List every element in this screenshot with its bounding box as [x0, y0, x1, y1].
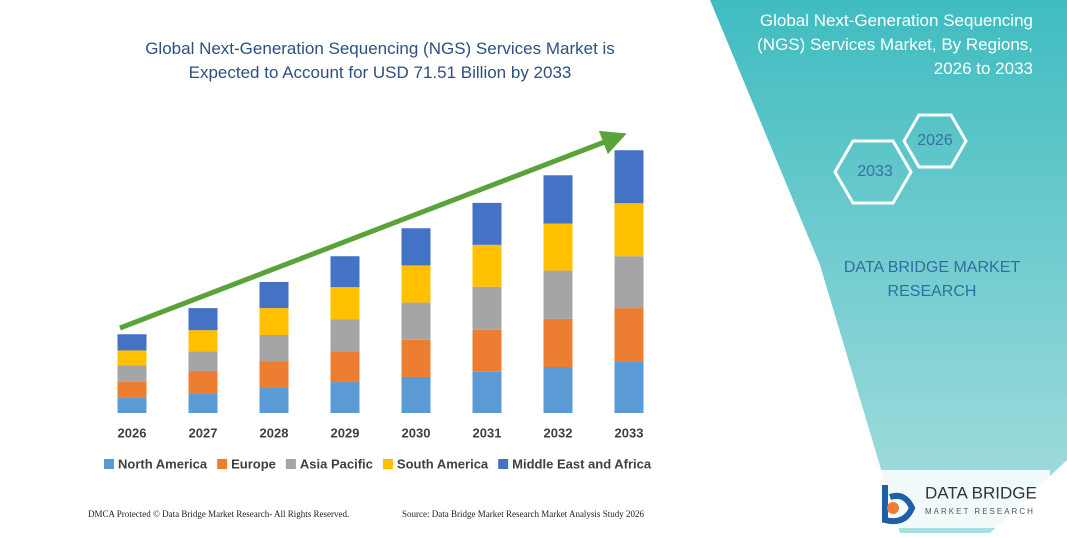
bar-segment: [117, 397, 147, 413]
bar-segment: [117, 365, 147, 382]
bar-segment: [117, 350, 147, 366]
bar-segment: [330, 287, 360, 320]
bar-segment: [188, 371, 218, 394]
bar-segment: [188, 351, 218, 372]
bar-segment: [188, 330, 218, 352]
hex-label: 2026: [917, 132, 953, 149]
bar-segment: [543, 223, 573, 271]
x-tick-label: 2032: [544, 425, 573, 440]
x-tick-label: 2031: [473, 425, 502, 440]
bar-segment: [543, 367, 573, 413]
bar-segment: [614, 361, 644, 413]
bar-segment: [401, 302, 431, 340]
legend-swatch: [104, 459, 114, 469]
hexagon: [902, 113, 968, 169]
x-tick-label: 2028: [260, 425, 289, 440]
logo-icon: [887, 502, 899, 514]
bar-segment: [472, 371, 502, 413]
logo-tagline: MARKET RESEARCH: [925, 507, 1035, 516]
bar-segment: [259, 387, 289, 413]
bar-segment: [259, 308, 289, 335]
hex-label: 2033: [857, 163, 893, 180]
bar-segment: [614, 203, 644, 257]
legend-swatch: [285, 459, 296, 469]
legend-label: Middle East and Africa: [512, 456, 652, 471]
panel-title: Global Next-Generation Sequencing (NGS) S…: [757, 11, 1033, 78]
bar-segment: [330, 351, 360, 383]
chart-title: Global Next-Generation Sequencing (NGS) …: [145, 39, 615, 82]
bar-segment: [117, 381, 147, 398]
bar-segment: [117, 334, 147, 351]
bar-segment: [401, 376, 431, 413]
bar-segment: [259, 361, 289, 388]
bar-segment: [614, 256, 644, 309]
x-tick-label: 2027: [189, 425, 218, 440]
bar-segment: [401, 339, 431, 377]
bar-segment: [259, 334, 289, 362]
bar-segment: [543, 175, 573, 224]
bar-segment: [188, 393, 218, 413]
bar-segment: [614, 308, 644, 362]
footer-left: DMCA Protected © Data Bridge Market Rese…: [88, 509, 349, 519]
x-tick-label: 2026: [118, 425, 147, 440]
legend-label: Asia Pacific: [300, 456, 373, 471]
bar-segment: [401, 228, 431, 266]
bar-segment: [259, 281, 289, 309]
trend-arrow: [119, 130, 627, 331]
legend-label: Europe: [231, 456, 276, 471]
bar-segment: [330, 382, 360, 413]
legend-swatch: [382, 459, 393, 469]
bar-segment: [543, 318, 573, 367]
bar-segment: [401, 265, 431, 303]
brand-text: DATA BRIDGE MARKET RESEARCH: [844, 259, 1021, 300]
hexagon: [833, 139, 913, 205]
bar-segment: [472, 286, 502, 330]
legend-swatch: [498, 459, 509, 469]
bar-segment: [188, 308, 218, 331]
x-tick-label: 2029: [331, 425, 360, 440]
logo-icon: [882, 485, 916, 525]
legend-swatch: [217, 459, 228, 469]
legend-label: North America: [118, 456, 208, 471]
side-panel: [710, 0, 1067, 533]
legend-label: South America: [397, 456, 489, 471]
bar-segment: [472, 244, 502, 287]
bar-segment: [472, 329, 502, 372]
bar-segment: [330, 256, 360, 288]
bar-segment: [614, 150, 644, 204]
bar-segment: [330, 319, 360, 352]
logo-name: DATA BRIDGE: [925, 483, 1037, 502]
bar-segment: [472, 202, 502, 245]
bar-segment: [543, 270, 573, 319]
x-tick-label: 2030: [402, 425, 431, 440]
x-tick-label: 2033: [615, 425, 644, 440]
footer-right: Source: Data Bridge Market Research Mark…: [402, 509, 644, 519]
